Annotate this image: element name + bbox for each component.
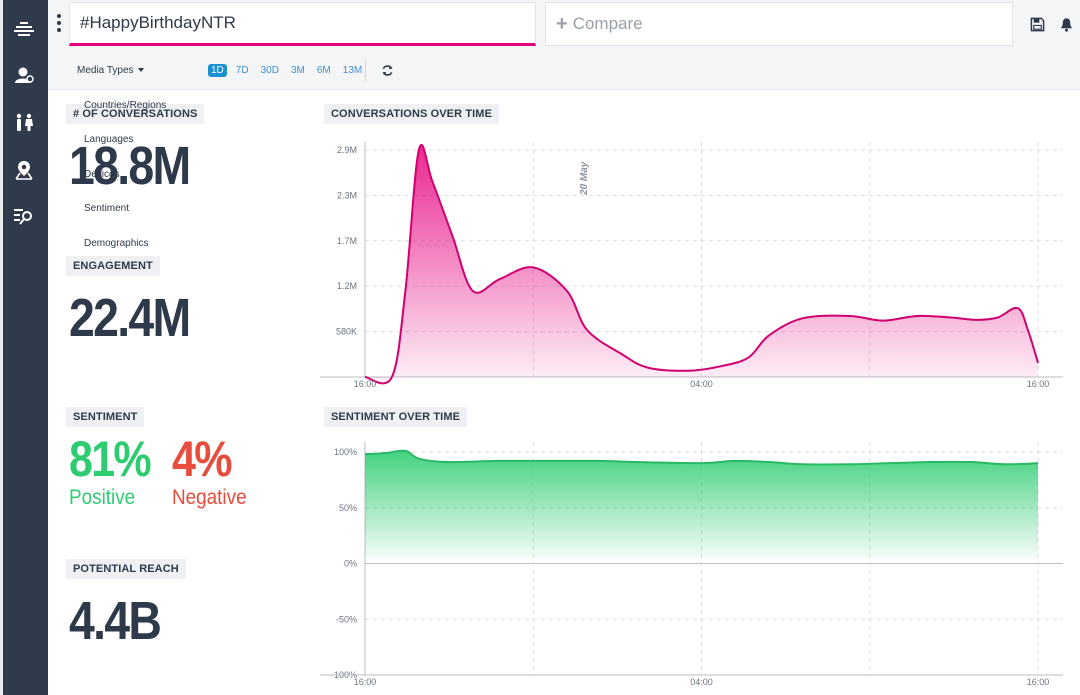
sidebar — [0, 0, 48, 695]
conv-x-tick: 16:00 — [1027, 379, 1050, 389]
compare-label: Compare — [572, 14, 643, 33]
range-3m[interactable]: 3M — [290, 65, 305, 76]
filter-divider — [365, 60, 366, 82]
sidebar-item-audience[interactable] — [8, 107, 40, 139]
engagement-label: ENGAGEMENT — [66, 256, 160, 276]
sent-x-tick: 16:00 — [1027, 677, 1050, 687]
sent-line — [364, 449, 1039, 466]
reach-value: 4.4B — [69, 591, 162, 651]
more-options-icon[interactable] — [56, 14, 62, 34]
sidebar-edge — [0, 0, 3, 695]
range-30d[interactable]: 30D — [260, 65, 279, 76]
menu-item-languages[interactable]: Languages — [84, 134, 134, 145]
sent-x-tick: 16:00 — [354, 677, 377, 687]
negative-label: Negative — [172, 486, 247, 509]
conv-y-tick: 1.2M — [337, 281, 357, 291]
sentiment-chart: 100%50%0%-50%-100%16:00 04:00 16:00 — [320, 442, 1063, 687]
sent-y-tick: 100% — [334, 447, 357, 457]
people-icon — [16, 113, 33, 131]
range-1d[interactable]: 1D — [208, 64, 227, 77]
sentiment-chart-title: SENTIMENT OVER TIME — [324, 407, 468, 427]
range-selector: 1D 7D 30D 3M 6M 13M — [208, 64, 365, 77]
filter-bar: Media Types 1D 7D 30D 3M 6M 13M — [48, 52, 1080, 90]
positive-value: 81% — [69, 431, 152, 487]
menu-item-demographics[interactable]: Demographics — [84, 238, 149, 249]
conversations-chart-title: CONVERSATIONS OVER TIME — [324, 104, 499, 124]
sidebar-item-profiles[interactable] — [8, 59, 40, 91]
conv-annotation: 20 May — [579, 161, 590, 196]
reach-label: POTENTIAL REACH — [66, 559, 186, 579]
conv-x-tick: 04:00 — [690, 379, 713, 389]
sent-area — [365, 450, 1038, 559]
range-13m[interactable]: 13M — [342, 65, 363, 76]
main-panel: # OF CONVERSATIONS 18.8M Countries/Regio… — [48, 90, 1080, 695]
conv-x-tick: 16:00 — [354, 379, 377, 389]
engagement-value: 22.4M — [69, 288, 191, 348]
chevron-down-icon — [137, 68, 144, 73]
media-types-label: Media Types — [77, 65, 134, 76]
query-input[interactable]: #HappyBirthdayNTR — [69, 2, 536, 46]
sent-y-tick: 0% — [344, 559, 357, 569]
conversations-label: # OF CONVERSATIONS — [66, 104, 205, 124]
waves-icon — [14, 22, 34, 36]
sent-y-tick: -50% — [336, 614, 357, 624]
conv-y-tick: 580K — [336, 327, 357, 337]
range-7d[interactable]: 7D — [235, 65, 249, 76]
media-types-dropdown[interactable]: Media Types — [77, 65, 144, 76]
sent-y-tick: 50% — [339, 503, 357, 513]
menu-item-devices[interactable]: Devices — [84, 169, 120, 180]
list-search-icon — [14, 209, 32, 225]
sidebar-item-dashboard[interactable] — [8, 13, 40, 45]
conv-line — [364, 143, 1039, 385]
menu-item-sentiment[interactable]: Sentiment — [84, 203, 130, 214]
user-icon — [15, 67, 34, 83]
sent-x-tick: 04:00 — [690, 677, 713, 687]
compare-button[interactable]: + Compare — [545, 2, 1013, 46]
map-pin-icon — [15, 161, 33, 180]
conv-y-tick: 2.9M — [337, 145, 357, 155]
menu-item-countries[interactable]: Countries/Regions — [84, 100, 167, 111]
conversations-chart: 580K 1.2M 1.7M 2.3M 2.9M 20 May 16:00 04:00 16:0… — [320, 142, 1063, 389]
positive-label: Positive — [69, 486, 136, 509]
plus-icon: + — [556, 12, 568, 35]
sidebar-item-locations[interactable] — [8, 154, 40, 186]
sentiment-label: SENTIMENT — [66, 407, 145, 427]
range-6m[interactable]: 6M — [316, 65, 331, 76]
sidebar-item-search-list[interactable] — [8, 200, 40, 232]
negative-value: 4% — [172, 431, 232, 487]
save-icon[interactable] — [1027, 14, 1047, 34]
refresh-icon[interactable] — [381, 64, 395, 78]
conv-area — [365, 144, 1038, 384]
conv-y-tick: 2.3M — [337, 190, 357, 200]
bell-icon[interactable] — [1056, 14, 1076, 34]
conv-y-tick: 1.7M — [337, 236, 357, 246]
top-bar: #HappyBirthdayNTR + Compare — [48, 0, 1080, 52]
conversations-value: 18.8M — [69, 136, 191, 196]
